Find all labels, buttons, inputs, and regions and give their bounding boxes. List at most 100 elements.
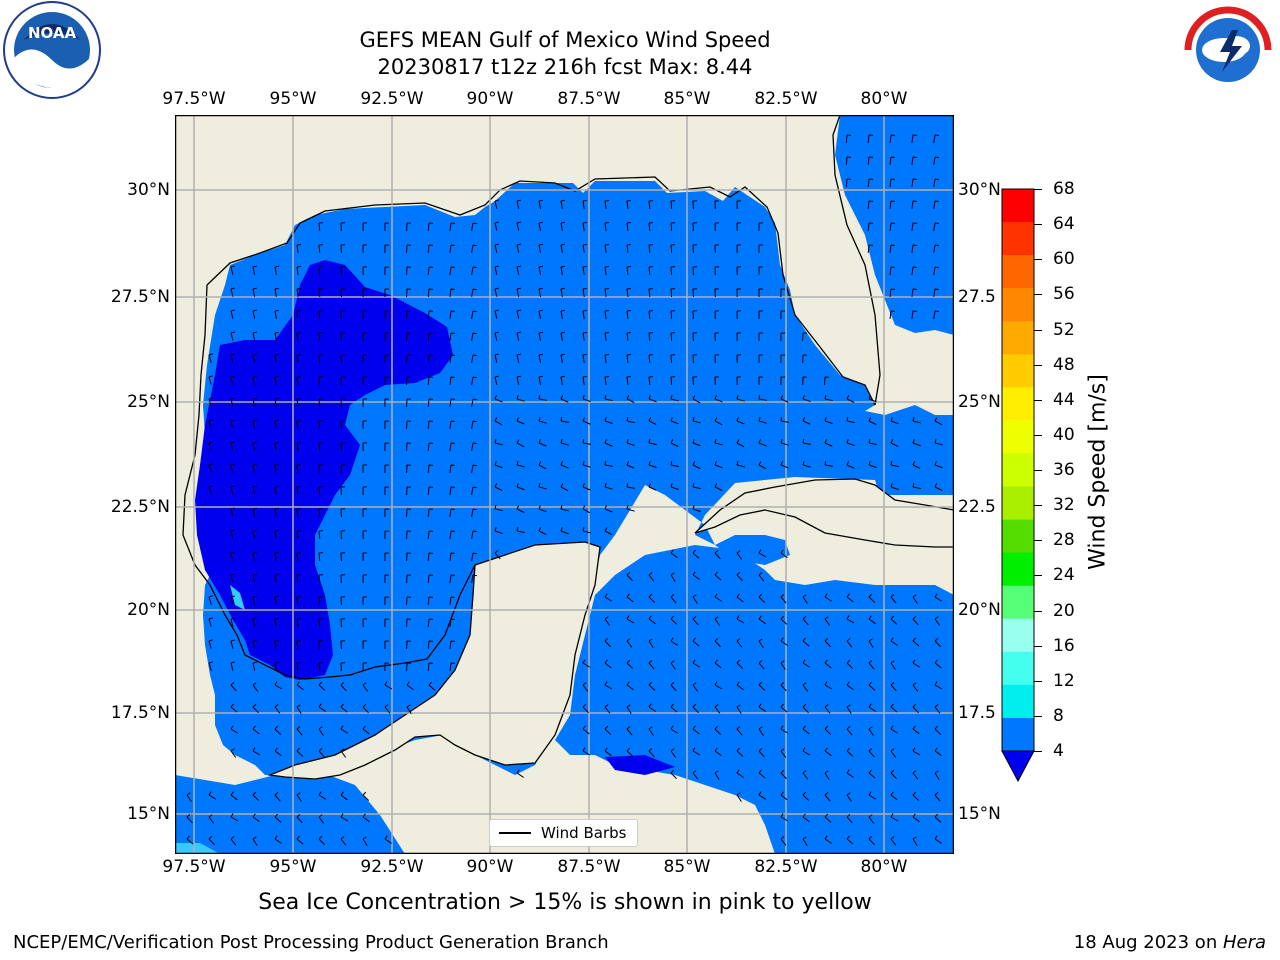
wind-barb	[274, 397, 280, 407]
wind-barb	[736, 571, 743, 582]
wind-barb	[582, 526, 591, 534]
wind-barb	[274, 287, 280, 297]
wind-barb	[230, 419, 235, 429]
wind-barb	[912, 682, 919, 692]
wind-barb	[318, 486, 324, 496]
wind-barb	[802, 395, 811, 402]
wind-barb	[384, 640, 390, 650]
wind-barb	[868, 395, 877, 403]
wind-barb	[384, 310, 390, 320]
wind-barb	[384, 376, 390, 386]
wind-barb	[934, 438, 943, 446]
colorbar-tick: 24	[1053, 565, 1075, 586]
lon-tick-bottom: 90°W	[466, 857, 514, 877]
wind-barb	[582, 395, 591, 402]
wind-barb	[604, 417, 613, 424]
wind-barb	[670, 376, 676, 386]
wind-barb	[648, 483, 657, 491]
wind-barb	[670, 572, 676, 583]
wind-barb	[912, 461, 921, 469]
cuba-land	[694, 478, 954, 548]
wind-barb	[427, 222, 434, 232]
wind-barb	[274, 813, 282, 823]
wind-barb	[252, 595, 258, 605]
wind-barb	[648, 310, 654, 320]
wind-barb	[780, 681, 787, 692]
wind-barb	[318, 420, 324, 430]
wind-barb	[648, 395, 657, 403]
wind-barb	[582, 265, 588, 275]
wind-barb	[449, 552, 456, 561]
wind-barb	[296, 287, 302, 297]
wind-barb	[670, 637, 678, 646]
wind-barb	[626, 681, 634, 691]
wind-barb	[340, 244, 346, 254]
wind-barb	[538, 375, 544, 385]
wind-barb	[208, 375, 213, 385]
wind-barb	[670, 660, 676, 670]
lon-tick-bottom: 85°W	[663, 857, 711, 877]
colorbar-tick: 8	[1053, 705, 1064, 726]
wind-barb	[230, 617, 235, 627]
wind-barb	[648, 681, 656, 691]
wind-barb	[318, 398, 324, 408]
wind-barb	[384, 835, 392, 844]
wind-barb	[889, 310, 896, 320]
wind-barb	[780, 748, 787, 758]
wind-barb	[582, 659, 591, 668]
wind-barb	[274, 747, 282, 757]
wind-barb	[714, 354, 720, 364]
wind-barb	[449, 486, 456, 495]
wind-barb	[604, 637, 611, 648]
wind-barb	[449, 244, 456, 253]
wind-barb	[296, 835, 304, 845]
wind-barb	[340, 310, 346, 320]
colorbar-band	[1002, 552, 1034, 587]
wind-barb	[846, 835, 854, 845]
wind-barb	[890, 725, 899, 734]
wind-barb	[736, 615, 745, 624]
wind-barb	[494, 438, 503, 446]
wind-barb	[867, 222, 874, 232]
wind-barb	[362, 791, 370, 801]
wind-barb	[516, 483, 525, 491]
colorbar-tick: 12	[1053, 670, 1075, 691]
wind-barb	[582, 703, 589, 714]
wind-barb	[427, 354, 434, 364]
lon-tick-bottom: 97.5°W	[162, 857, 226, 877]
wind-barb	[736, 222, 742, 232]
wind-barb	[846, 439, 855, 446]
wind-barb	[494, 527, 503, 534]
wind-barb	[736, 244, 742, 254]
wind-barb	[912, 836, 918, 847]
wind-barb	[582, 461, 591, 468]
wind-barb	[933, 156, 940, 165]
wind-barb	[471, 464, 478, 473]
wind-barb	[516, 375, 522, 385]
wind-barb	[406, 640, 412, 650]
wind-barb	[362, 376, 368, 386]
wind-barb	[582, 287, 588, 297]
wind-barb	[582, 309, 588, 319]
wind-barb	[296, 529, 302, 539]
wind-barb	[538, 353, 544, 363]
wind-barb	[604, 221, 610, 231]
wind-barb	[340, 508, 346, 518]
wind-barb	[868, 417, 877, 425]
wind-barb	[274, 309, 280, 319]
wind-barb	[427, 508, 434, 518]
wind-barb	[692, 505, 701, 512]
wind-barb	[846, 659, 854, 669]
colorbar-band	[1002, 585, 1034, 620]
wind-barb	[780, 461, 789, 469]
wind-barb	[494, 243, 500, 253]
wind-barb	[758, 615, 766, 625]
wind-barb	[867, 178, 874, 188]
wind-barb	[868, 660, 875, 670]
wind-barb	[384, 704, 391, 714]
wind-barb	[230, 287, 235, 297]
wind-barb	[846, 726, 853, 736]
colorbar-tick: 52	[1053, 319, 1075, 340]
wind-barb	[406, 420, 412, 430]
wind-barb	[802, 813, 810, 823]
